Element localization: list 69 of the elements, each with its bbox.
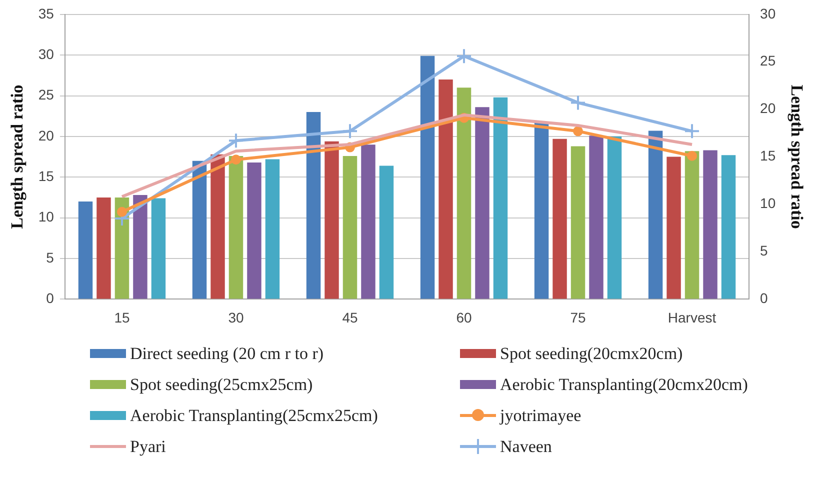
y2-tick-label: 15: [760, 148, 776, 164]
x-tick-label: 30: [228, 309, 244, 326]
bar: [306, 112, 321, 299]
legend-label: Spot seeding(25cmx25cm): [130, 374, 313, 394]
bar: [493, 97, 508, 299]
y-tick-label: 20: [38, 127, 54, 144]
point: [228, 132, 244, 149]
bar: [420, 56, 435, 299]
y2-tick-label: 20: [760, 100, 776, 116]
y-tick-label: 15: [38, 168, 54, 184]
y-axis-title: Length spread ratio: [8, 84, 27, 229]
x-tick-label: 45: [342, 309, 358, 326]
bar: [570, 146, 586, 299]
y-tick-label: 10: [38, 208, 54, 225]
y2-tick-label: 10: [760, 195, 776, 212]
x-tick-label: 15: [114, 309, 130, 326]
bar: [78, 202, 93, 299]
bar: [475, 107, 490, 299]
legend-label: Aerobic Transplanting(25cmx25cm): [130, 406, 378, 426]
y2-tick-label: 5: [760, 242, 768, 259]
y-tick-label: 0: [46, 290, 54, 306]
legend-label: Direct seeding (20 cm r to r): [130, 344, 324, 364]
y-tick-label: 25: [38, 86, 54, 103]
bar: [151, 198, 166, 299]
bar: [684, 151, 700, 299]
bar: [721, 155, 736, 299]
y2-tick-label: 0: [760, 290, 768, 306]
bar: [648, 130, 663, 299]
point: [116, 206, 127, 217]
bar: [342, 156, 358, 299]
bar: [210, 154, 225, 299]
y2-tick-label: 30: [760, 5, 776, 22]
point: [687, 150, 698, 161]
bar: [552, 138, 567, 299]
bar: [247, 162, 262, 299]
bar: [666, 156, 681, 299]
bar: [438, 79, 453, 299]
y-tick-label: 35: [38, 5, 54, 22]
bar: [703, 150, 718, 299]
point: [573, 126, 584, 136]
bar: [607, 136, 622, 299]
x-tick-label: 60: [456, 309, 472, 326]
point: [230, 154, 241, 165]
bar: [361, 144, 376, 299]
bar: [133, 195, 148, 299]
x-tick-label: Harvest: [668, 309, 716, 326]
bar: [192, 160, 207, 299]
legend-label: Pyari: [130, 436, 166, 456]
bar: [96, 197, 111, 299]
bar: [379, 166, 394, 299]
point: [456, 48, 472, 64]
bar: [589, 136, 604, 299]
x-tick-label: 75: [570, 309, 586, 326]
point: [570, 94, 586, 111]
point: [684, 123, 700, 140]
point: [342, 123, 358, 140]
y2-tick-label: 25: [760, 52, 776, 69]
bar: [456, 88, 472, 299]
legend-label: Aerobic Transplanting(20cmx20cm): [500, 374, 748, 394]
y-tick-label: 5: [46, 249, 54, 266]
bar: [324, 141, 339, 299]
bar: [228, 156, 244, 299]
bar: [265, 159, 280, 299]
y2-axis-title: Length spread ratio: [787, 84, 806, 229]
legend-label: Naveen: [500, 436, 552, 456]
y-tick-label: 30: [38, 46, 54, 62]
legend-label: Spot seeding(20cmx20cm): [500, 344, 683, 364]
legend-label: jyotrimayee: [500, 406, 582, 426]
bar: [534, 122, 549, 299]
